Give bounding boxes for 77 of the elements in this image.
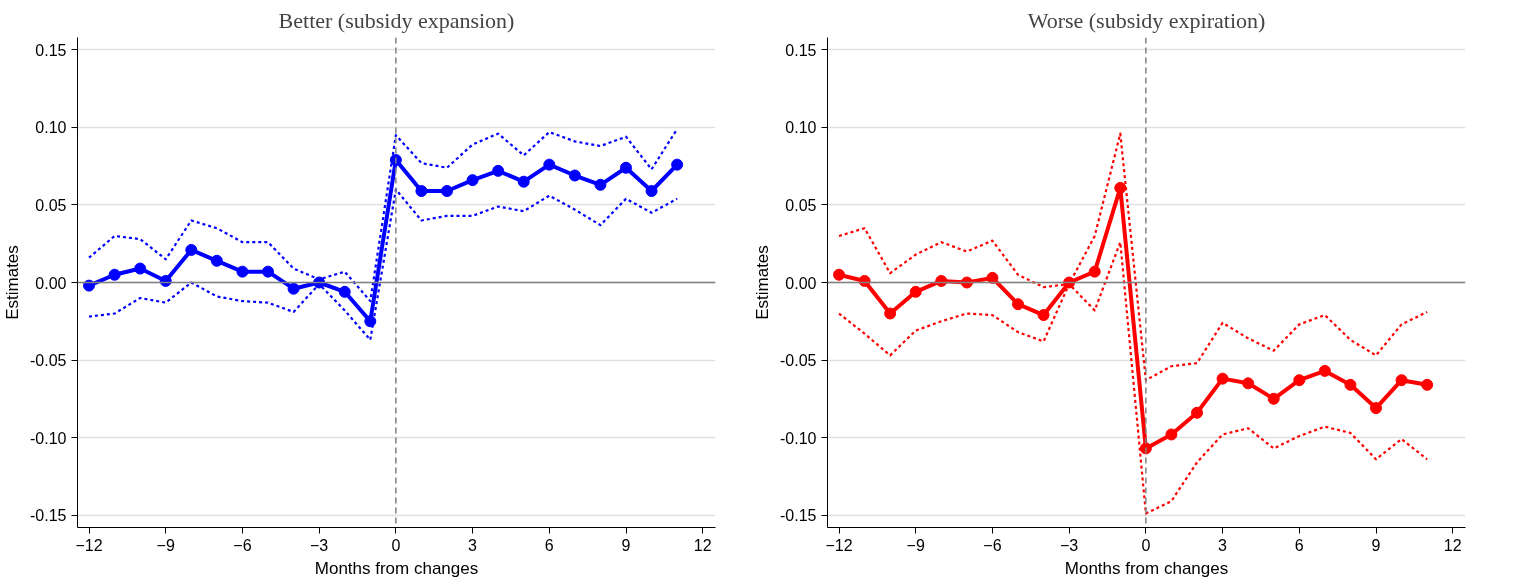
x-tick-label: 6 (1294, 536, 1304, 554)
point (210, 254, 223, 267)
point (1012, 298, 1025, 311)
point (287, 282, 300, 295)
point (1191, 406, 1203, 419)
point (1114, 181, 1127, 194)
point (1267, 392, 1280, 405)
point (1370, 402, 1382, 415)
x-tick-label: 3 (468, 536, 478, 554)
point (1344, 378, 1357, 391)
point (833, 268, 846, 281)
chart-title: Better (subsidy expansion) (278, 7, 515, 33)
x-tick-label: 9 (1371, 536, 1381, 554)
x-axis-title: Months from changes (314, 558, 479, 578)
y-tick-label: 0.15 (35, 41, 67, 59)
x-tick-label: −3 (310, 536, 329, 554)
point (1216, 372, 1229, 385)
x-tick-label: 0 (1141, 536, 1151, 554)
point (1242, 377, 1255, 390)
x-tick-label: −6 (983, 536, 1002, 554)
point (645, 185, 658, 197)
point (185, 243, 198, 256)
y-axis-title: Estimates (753, 245, 773, 320)
point (1421, 378, 1434, 391)
point (1088, 265, 1101, 278)
y-tick-label: 0.00 (35, 274, 67, 292)
point (568, 169, 581, 182)
point (441, 185, 453, 197)
point (884, 307, 897, 320)
point (986, 271, 999, 284)
x-tick-label: −6 (233, 536, 252, 554)
y-tick-label: -0.05 (780, 352, 817, 370)
point (236, 265, 249, 278)
point (909, 285, 922, 298)
point (466, 174, 479, 187)
x-tick-label: 6 (544, 536, 554, 554)
point (517, 175, 530, 188)
point (620, 161, 632, 174)
y-tick-label: 0.00 (785, 274, 817, 292)
point (108, 268, 121, 281)
x-tick-label: 9 (621, 536, 631, 554)
y-tick-label: 0.10 (35, 119, 67, 137)
x-tick-label: −9 (906, 536, 925, 554)
x-tick-label: 12 (1443, 536, 1462, 554)
y-tick-label: -0.15 (30, 507, 67, 525)
y-tick-label: 0.15 (785, 41, 817, 59)
point (492, 164, 505, 177)
x-tick-label: −12 (825, 536, 853, 554)
point (1037, 309, 1050, 322)
x-axis-title: Months from changes (1064, 558, 1229, 578)
x-tick-label: 0 (391, 536, 401, 554)
point (1293, 374, 1306, 387)
x-tick-label: −12 (75, 536, 103, 554)
point (543, 158, 556, 171)
point (364, 315, 377, 328)
y-tick-label: -0.10 (30, 429, 67, 447)
point (1165, 428, 1178, 441)
chart-title: Worse (subsidy expiration) (1027, 7, 1266, 33)
point (671, 158, 684, 171)
point (415, 185, 428, 197)
x-tick-label: 3 (1218, 536, 1228, 554)
y-tick-label: 0.05 (785, 196, 817, 214)
x-tick-label: 12 (693, 536, 712, 554)
point (262, 265, 275, 278)
point (1395, 374, 1408, 387)
point (134, 262, 147, 275)
y-tick-label: -0.15 (780, 507, 817, 525)
y-tick-label: -0.05 (30, 352, 67, 370)
y-tick-label: -0.10 (780, 429, 817, 447)
x-tick-label: −9 (156, 536, 175, 554)
point (338, 285, 351, 298)
y-tick-label: 0.10 (785, 119, 817, 137)
x-tick-label: −3 (1060, 536, 1079, 554)
point (594, 178, 607, 191)
y-tick-label: 0.05 (35, 196, 67, 214)
point (1318, 364, 1331, 377)
y-axis-title: Estimates (3, 245, 23, 320)
